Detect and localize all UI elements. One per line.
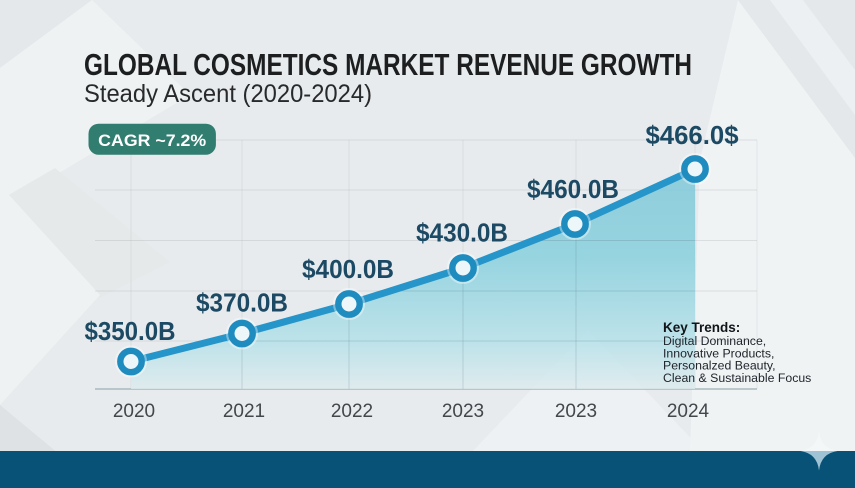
svg-text:Steady Ascent (2020-2024): Steady Ascent (2020-2024) — [84, 80, 372, 108]
svg-text:2021: 2021 — [223, 401, 265, 422]
svg-text:Clean & Sustainable Focus: Clean & Sustainable Focus — [663, 371, 811, 385]
svg-text:Innovative Products,: Innovative Products, — [663, 346, 774, 360]
svg-text:Personalzed Beauty,: Personalzed Beauty, — [663, 359, 776, 373]
svg-text:$466.0$: $466.0$ — [646, 120, 740, 150]
svg-text:$460.0B: $460.0B — [527, 174, 619, 204]
svg-text:CAGR ~7.2%: CAGR ~7.2% — [98, 131, 206, 150]
svg-text:2020: 2020 — [113, 401, 155, 422]
svg-text:2022: 2022 — [331, 401, 373, 422]
svg-text:$400.0B: $400.0B — [302, 254, 394, 284]
svg-text:Key Trends:: Key Trends: — [663, 320, 740, 335]
svg-text:$370.0B: $370.0B — [196, 288, 288, 318]
svg-text:2023: 2023 — [555, 401, 597, 422]
svg-text:$350.0B: $350.0B — [85, 316, 176, 346]
svg-text:2023: 2023 — [442, 401, 484, 422]
svg-text:GLOBAL COSMETICS MARKET REVENU: GLOBAL COSMETICS MARKET REVENUE GROWTH — [84, 47, 692, 82]
svg-text:Digital Dominance,: Digital Dominance, — [663, 334, 766, 348]
svg-text:$430.0B: $430.0B — [416, 218, 508, 248]
svg-text:2024: 2024 — [667, 401, 710, 422]
